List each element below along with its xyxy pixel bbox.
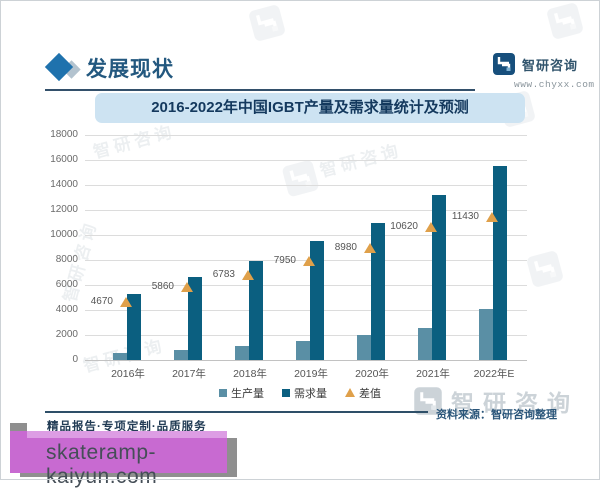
section-title: 发展现状 [86, 58, 174, 81]
bar-demand [371, 222, 385, 360]
bar-production [235, 345, 249, 360]
legend-label: 生产量 [231, 388, 264, 400]
site-url: skateramp-kaiyun.com [46, 441, 158, 488]
gridline [85, 284, 527, 286]
watermark-brand-text: 智研咨询 [451, 390, 579, 416]
brand-row: 智研咨询 [492, 52, 595, 76]
overlay-notch [10, 423, 27, 433]
marker-difference [120, 296, 132, 307]
bar-production [418, 327, 432, 360]
x-tick-label: 2016年 [111, 368, 145, 380]
marker-difference [486, 212, 498, 223]
y-tick-label: 0 [72, 354, 78, 365]
y-tick-label: 18000 [50, 129, 78, 140]
watermark-mark [524, 248, 566, 290]
legend-square-icon [282, 389, 290, 397]
footer-divider [45, 411, 428, 413]
y-tick-label: 14000 [50, 179, 78, 190]
chart-legend: 生产量 需求量 差值 [0, 385, 600, 401]
x-tick-label: 2022年E [473, 368, 515, 380]
brand-name: 智研咨询 [522, 57, 579, 73]
legend-square-icon [219, 389, 227, 397]
legend-triangle-icon [345, 388, 355, 397]
bar-demand [493, 165, 507, 360]
bar-production [357, 335, 371, 360]
chart-title: 2016-2022年中国IGBT产量及需求量统计及预测 [151, 99, 469, 116]
gridline [85, 334, 527, 336]
gridline [85, 159, 527, 161]
legend-item: 需求量 [282, 388, 327, 400]
watermark-mark [544, 0, 586, 42]
gridline [85, 234, 527, 236]
chart-title-banner: 2016-2022年中国IGBT产量及需求量统计及预测 [95, 93, 525, 123]
y-tick-label: 10000 [50, 229, 78, 240]
watermark-mark [246, 2, 288, 44]
bar-demand [432, 195, 446, 360]
bar-production [479, 308, 493, 360]
value-label: 4670 [90, 295, 113, 307]
x-tick-label: 2017年 [172, 368, 206, 380]
y-tick-label: 8000 [55, 254, 78, 265]
gridline [85, 184, 527, 186]
bar-production [174, 349, 188, 360]
value-label: 8980 [334, 241, 357, 253]
value-label: 6783 [212, 269, 235, 281]
source-note: 资料来源：智研咨询整理 [436, 409, 557, 421]
brand-logo-icon [492, 52, 516, 76]
watermark-mark: 智研咨询 [280, 135, 407, 199]
brand-block: 智研咨询 www.chyxx.com [492, 52, 595, 90]
y-tick-label: 2000 [55, 329, 78, 340]
header-divider [45, 89, 475, 91]
gridline [85, 209, 527, 211]
bar-production [113, 352, 127, 360]
marker-difference [364, 242, 376, 253]
y-tick-label: 6000 [55, 279, 78, 290]
legend-item: 生产量 [219, 388, 264, 400]
brand-url: www.chyxx.com [514, 79, 595, 90]
watermark-brand: 智研咨询 [413, 384, 579, 418]
marker-difference [303, 255, 315, 266]
legend-label: 需求量 [294, 388, 327, 400]
bar-demand [249, 260, 263, 360]
gridline [85, 134, 527, 136]
watermark-logo-icon [413, 386, 443, 416]
bar-demand [188, 276, 202, 360]
value-label: 5860 [151, 280, 174, 292]
x-tick-label: 2021年 [416, 368, 450, 380]
x-tick-label: 2018年 [233, 368, 267, 380]
bar-demand [310, 241, 324, 360]
bar-demand [127, 294, 141, 360]
gridline [85, 359, 527, 361]
x-tick-label: 2020年 [355, 368, 389, 380]
y-tick-label: 12000 [50, 204, 78, 215]
marker-difference [425, 222, 437, 233]
overlay-highlight [27, 431, 227, 438]
gridline [85, 309, 527, 311]
marker-difference [181, 281, 193, 292]
marker-difference [242, 270, 254, 281]
value-label: 10620 [390, 221, 418, 233]
legend-label: 差值 [359, 388, 381, 400]
footer-tagline: 精品报告·专项定制·品质服务 [47, 421, 207, 433]
x-tick-label: 2019年 [294, 368, 328, 380]
legend-item: 差值 [345, 388, 381, 400]
site-overlay: skateramp-kaiyun.com [10, 431, 227, 488]
y-tick-label: 4000 [55, 304, 78, 315]
value-label: 7950 [273, 254, 296, 266]
value-label: 11430 [451, 211, 479, 223]
bar-production [296, 340, 310, 360]
y-tick-label: 16000 [50, 154, 78, 165]
